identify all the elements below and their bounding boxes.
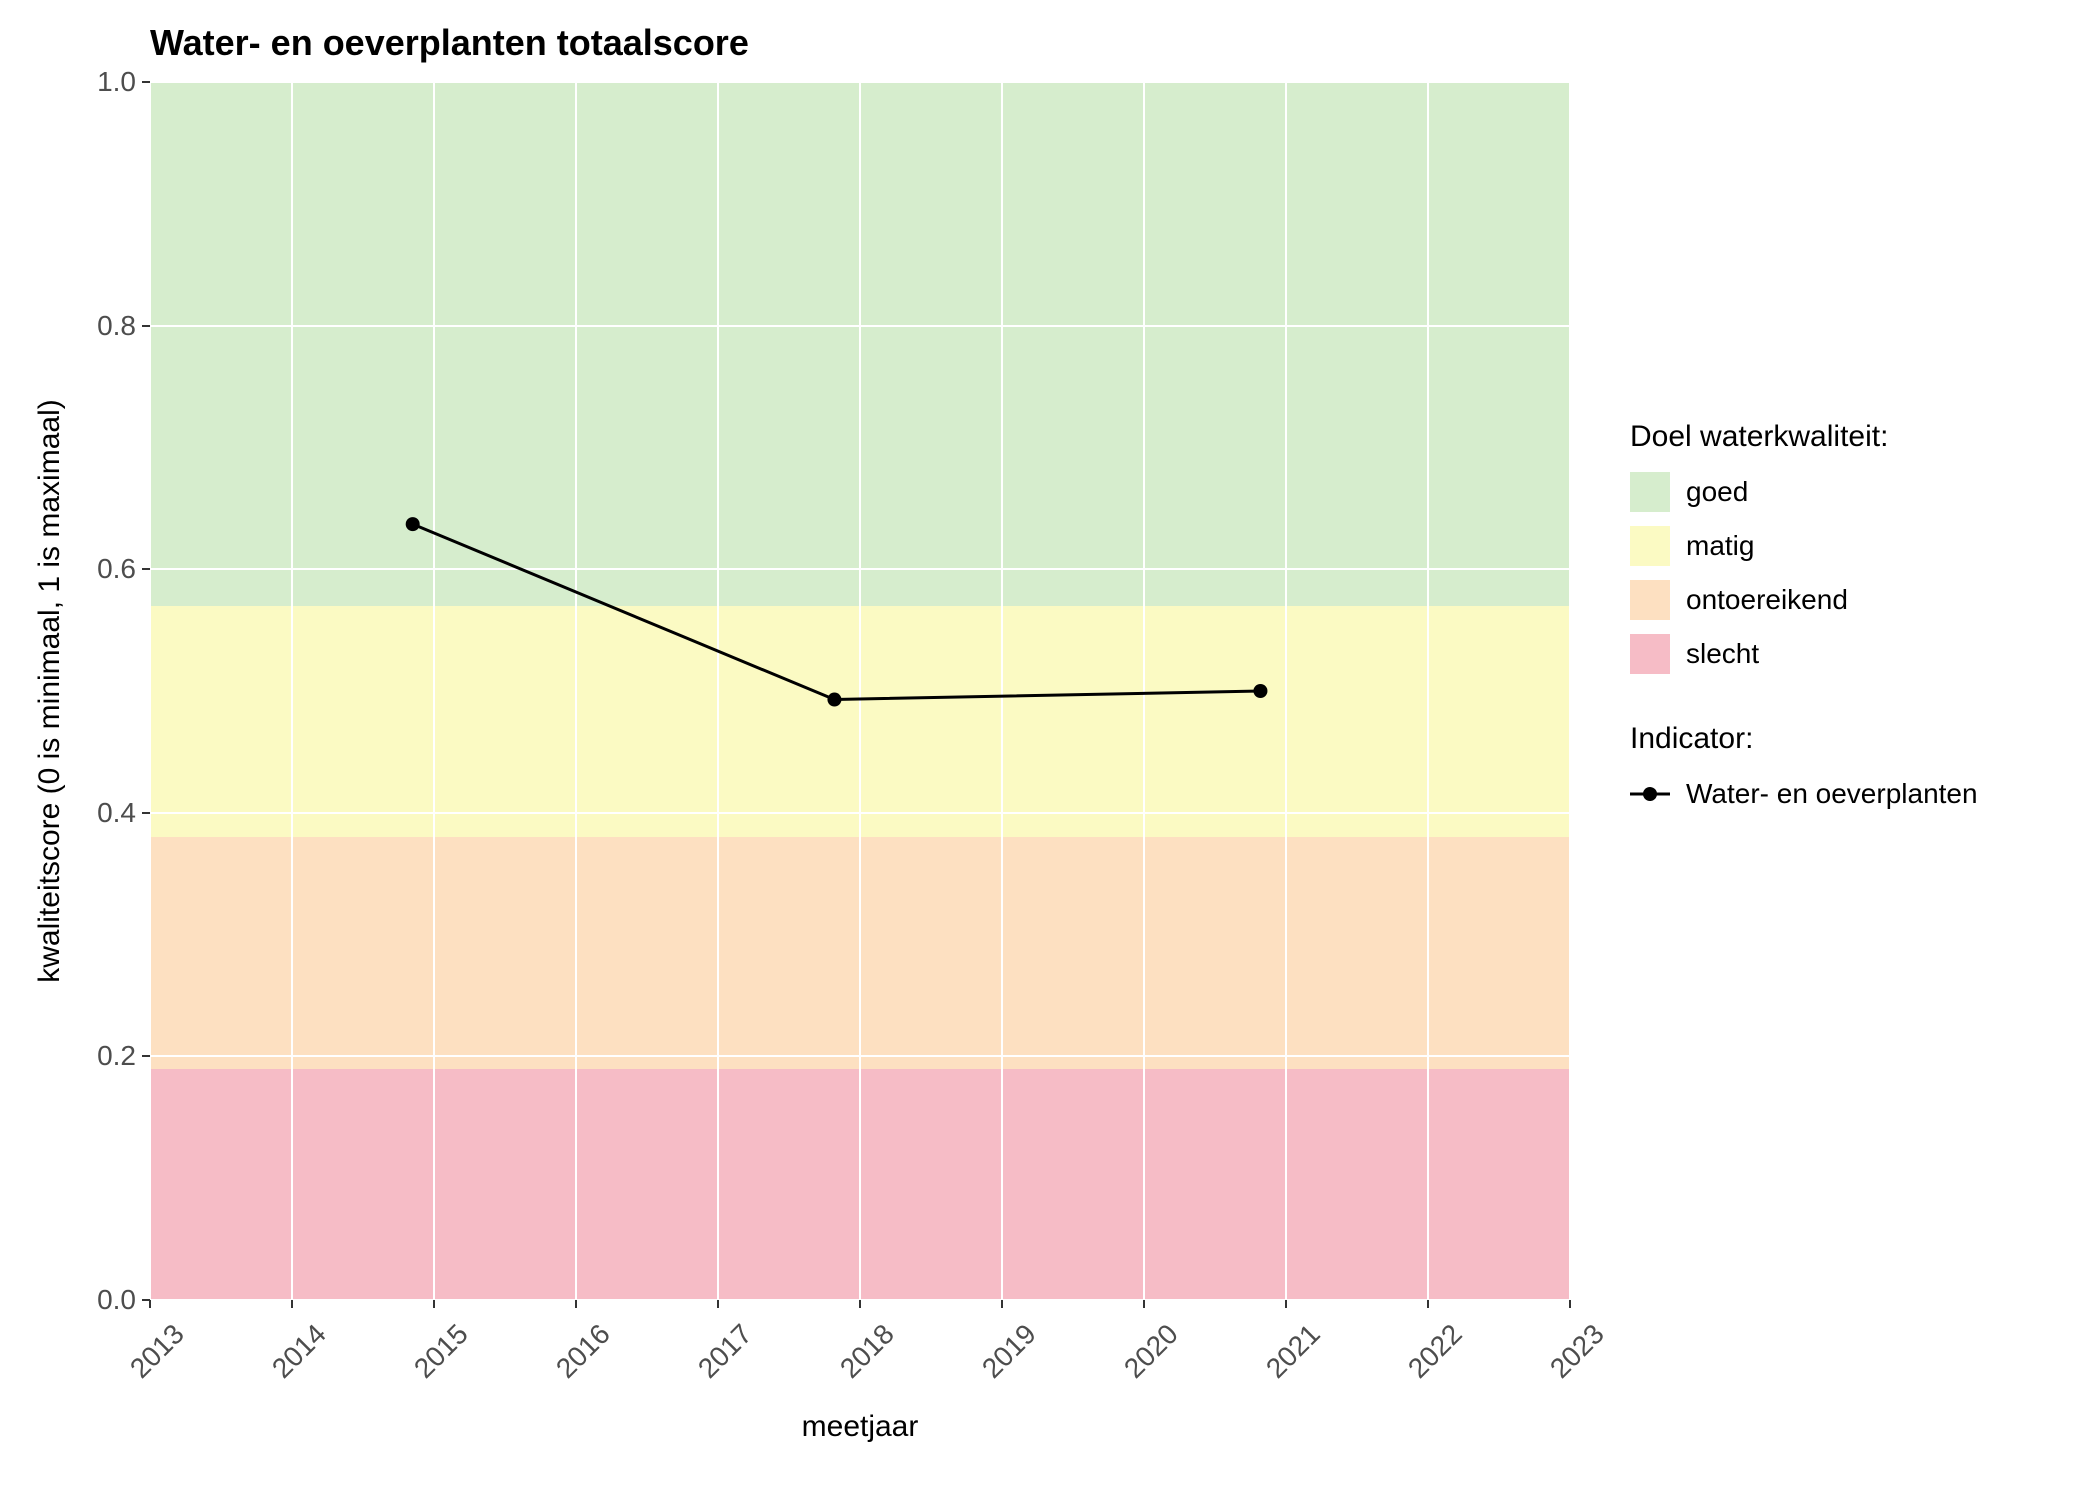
x-tick-label: 2016 <box>550 1318 617 1385</box>
chart-title: Water- en oeverplanten totaalscore <box>150 22 749 64</box>
legend-group-title: Indicator: <box>1630 722 1978 756</box>
data-point <box>1253 684 1267 698</box>
x-tick-mark <box>149 1300 151 1308</box>
y-tick-mark <box>142 81 150 83</box>
series-line <box>413 524 1261 699</box>
y-tick-label: 1.0 <box>97 66 136 98</box>
x-axis-title: meetjaar <box>802 1410 919 1444</box>
legend-item: goed <box>1630 472 1978 512</box>
legend-item: ontoereikend <box>1630 580 1978 620</box>
legend-swatch <box>1630 634 1670 674</box>
x-tick-mark <box>1427 1300 1429 1308</box>
x-tick-label: 2017 <box>692 1318 759 1385</box>
legend-swatch <box>1630 526 1670 566</box>
x-tick-mark <box>717 1300 719 1308</box>
y-tick-mark <box>142 568 150 570</box>
y-tick-label: 0.4 <box>97 797 136 829</box>
x-tick-mark <box>1001 1300 1003 1308</box>
legend-label: goed <box>1686 476 1748 508</box>
x-tick-label: 2022 <box>1402 1318 1469 1385</box>
legend-label: matig <box>1686 530 1754 562</box>
figure: Water- en oeverplanten totaalscore kwali… <box>0 0 2100 1500</box>
y-tick-label: 0.0 <box>97 1284 136 1316</box>
y-tick-mark <box>142 325 150 327</box>
x-tick-label: 2013 <box>124 1318 191 1385</box>
x-tick-label: 2014 <box>266 1318 333 1385</box>
y-tick-label: 0.2 <box>97 1040 136 1072</box>
x-tick-mark <box>575 1300 577 1308</box>
legend-label: Water- en oeverplanten <box>1686 778 1978 810</box>
x-tick-label: 2023 <box>1544 1318 1611 1385</box>
legend-label: slecht <box>1686 638 1759 670</box>
legend-group-title: Doel waterkwaliteit: <box>1630 420 1978 454</box>
y-tick-label: 0.6 <box>97 553 136 585</box>
legend-label: ontoereikend <box>1686 584 1848 616</box>
chart-panel <box>150 82 1570 1300</box>
x-tick-label: 2019 <box>976 1318 1043 1385</box>
legend-line-swatch <box>1630 774 1670 814</box>
legend: Doel waterkwaliteit: goed matig ontoereiken… <box>1630 420 1978 828</box>
legend-swatch <box>1630 580 1670 620</box>
x-tick-label: 2015 <box>408 1318 475 1385</box>
x-tick-mark <box>291 1300 293 1308</box>
x-tick-label: 2021 <box>1260 1318 1327 1385</box>
x-tick-mark <box>1569 1300 1571 1308</box>
y-tick-mark <box>142 1055 150 1057</box>
y-axis-title: kwaliteitscore (0 is minimaal, 1 is maxi… <box>33 399 67 982</box>
data-point <box>827 693 841 707</box>
x-tick-mark <box>1143 1300 1145 1308</box>
x-tick-mark <box>433 1300 435 1308</box>
legend-item: matig <box>1630 526 1978 566</box>
x-tick-label: 2020 <box>1118 1318 1185 1385</box>
data-svg <box>150 82 1570 1300</box>
x-tick-mark <box>859 1300 861 1308</box>
chart-panel-inner <box>150 82 1570 1300</box>
legend-item: slecht <box>1630 634 1978 674</box>
y-tick-label: 0.8 <box>97 310 136 342</box>
data-point <box>406 517 420 531</box>
x-tick-mark <box>1285 1300 1287 1308</box>
y-tick-mark <box>142 812 150 814</box>
legend-swatch <box>1630 472 1670 512</box>
legend-item: Water- en oeverplanten <box>1630 774 1978 814</box>
x-tick-label: 2018 <box>834 1318 901 1385</box>
